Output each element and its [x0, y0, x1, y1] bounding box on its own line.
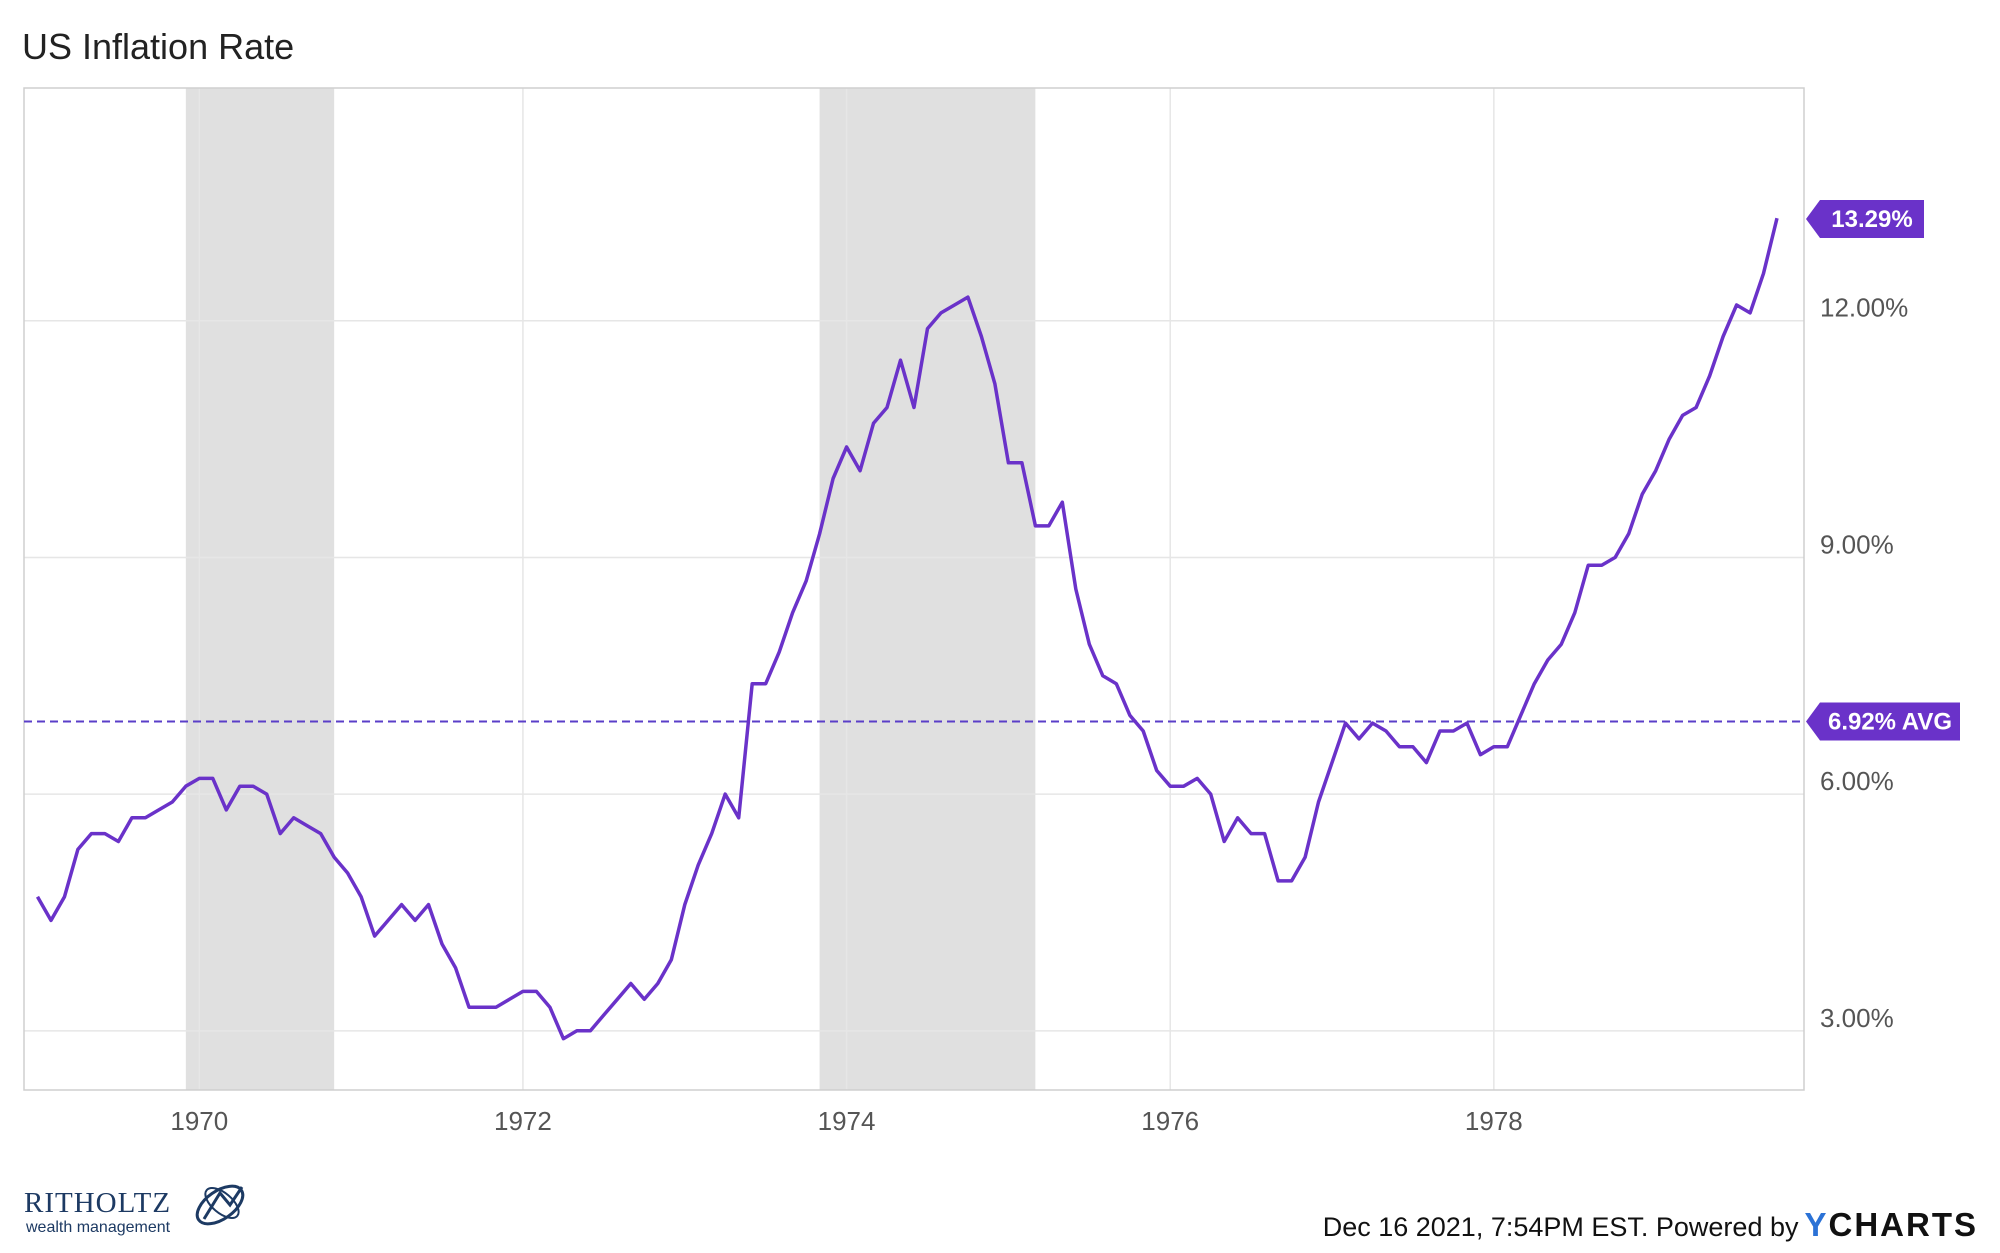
footer-timestamp: Dec 16 2021, 7:54PM EST. Powered by [1322, 1212, 1799, 1242]
x-tick-label-2: 1974 [818, 1106, 876, 1136]
ritholtz-logo: RITHOLTZ wealth management [24, 1175, 254, 1236]
logo-subtitle: wealth management [26, 1219, 171, 1236]
x-tick-label-4: 1978 [1465, 1106, 1523, 1136]
ycharts-logo-y: Y [1804, 1206, 1829, 1243]
y-tick-label-1: 6.00% [1820, 766, 1894, 796]
recession-band-1 [819, 88, 1036, 1090]
logo-emblem-icon [195, 1184, 245, 1226]
x-tick-labels: 1970 1972 1974 1976 1978 [170, 1106, 1522, 1136]
x-tick-label-1: 1972 [494, 1106, 552, 1136]
series-group [35, 217, 1779, 1041]
plot-frame [23, 87, 1805, 1091]
series-line [35, 217, 1779, 1041]
y-tick-label-0: 3.00% [1820, 1003, 1894, 1033]
footer-attribution: Dec 16 2021, 7:54PM EST. Powered by YCHA… [1323, 1206, 1978, 1244]
logo-name: RITHOLTZ [24, 1187, 172, 1219]
y-tick-labels: 3.00% 6.00% 9.00% 12.00% [1820, 293, 1908, 1033]
recession-band-0 [185, 88, 335, 1090]
grid-lines [24, 88, 1804, 1090]
last-value-label: 13.29% [1831, 206, 1912, 233]
average-value-flag [1806, 702, 1960, 741]
recession-bands [185, 88, 1036, 1090]
x-tick-label-3: 1976 [1141, 1106, 1199, 1136]
ycharts-logo-text: CHARTS [1828, 1206, 1978, 1243]
y-tick-label-2: 9.00% [1820, 529, 1894, 559]
ycharts-logo: YCHARTS [1804, 1206, 1978, 1244]
y-tick-label-3: 12.00% [1820, 293, 1908, 323]
chart-title: US Inflation Rate [22, 26, 295, 67]
last-value-flag [1806, 199, 1924, 238]
average-value-label: 6.92% AVG [1828, 709, 1952, 736]
x-tick-label-0: 1970 [170, 1106, 228, 1136]
value-flags: 13.29% 6.92% AVG [1806, 199, 1960, 741]
